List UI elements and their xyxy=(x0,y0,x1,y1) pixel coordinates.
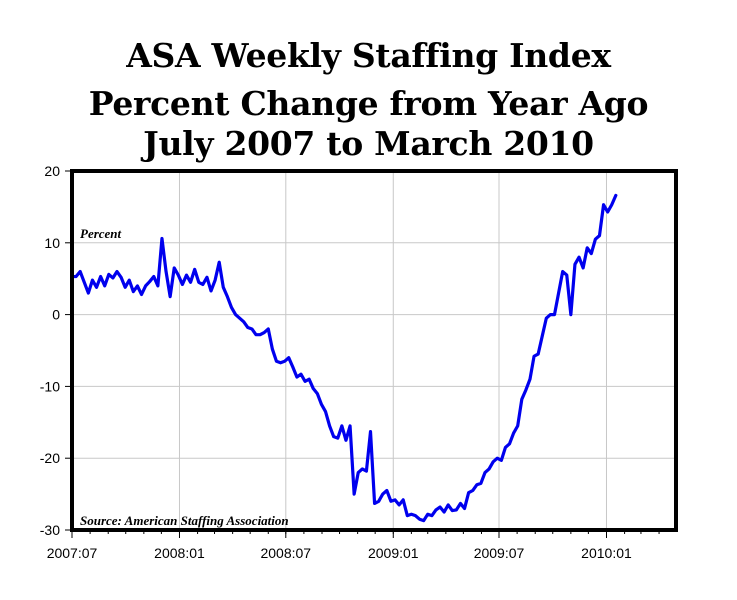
x-tick-label: 2008:07 xyxy=(260,545,311,561)
y-tick-label: -10 xyxy=(40,378,60,394)
series-layer xyxy=(70,193,618,523)
chart-title-line-2: Percent Change from Year Ago xyxy=(88,84,649,123)
x-tick-label: 2010:01 xyxy=(581,545,632,561)
x-axis: 2007:07 2008:01 2008:07 2009:01 2009:07 2010:… xyxy=(47,530,660,561)
y-tick-label: -20 xyxy=(40,450,60,466)
series-line xyxy=(70,193,618,523)
chart-title-line-3: July 2007 to March 2010 xyxy=(143,124,594,163)
y-tick-label: 0 xyxy=(52,307,60,323)
chart-title-line-1: ASA Weekly Staffing Index xyxy=(126,36,611,75)
plot-border xyxy=(70,169,678,532)
x-tick-label: 2007:07 xyxy=(47,545,98,561)
y-axis: 20 10 0 -10 -20 -30 xyxy=(40,163,72,538)
x-tick-label: 2009:01 xyxy=(368,545,419,561)
gridlines xyxy=(72,171,676,530)
plot-frame xyxy=(70,169,678,532)
x-tick-label: 2009:07 xyxy=(474,545,525,561)
x-tick-label: 2008:01 xyxy=(154,545,205,561)
y-axis-label: Percent xyxy=(80,226,122,241)
source-note: Source: American Staffing Association xyxy=(80,513,289,528)
y-tick-label: -30 xyxy=(40,522,60,538)
y-tick-label: 20 xyxy=(44,163,60,179)
y-tick-label: 10 xyxy=(44,235,60,251)
